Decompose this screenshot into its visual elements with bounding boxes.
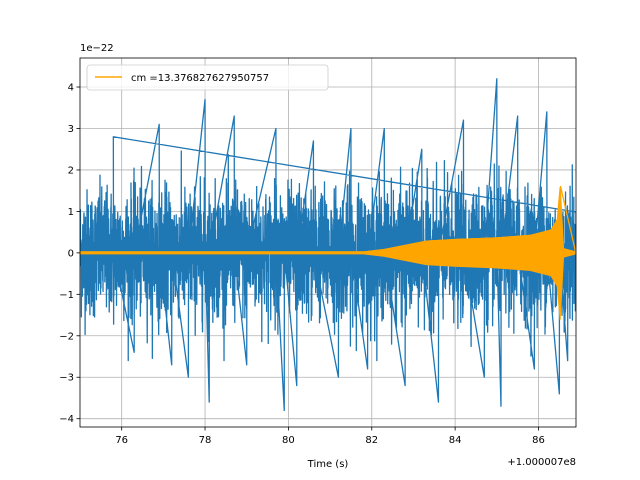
x-tick-label: 84 [449, 435, 462, 446]
x-axis-label: Time (s) [307, 459, 349, 470]
y-tick-label: 0 [68, 248, 74, 259]
series-noise-line [80, 78, 576, 412]
x-tick-label: 82 [365, 435, 378, 446]
series-cm-line [80, 185, 576, 320]
x-tick-label: 76 [115, 435, 128, 446]
y-scale-label: 1e−22 [80, 43, 114, 54]
y-tick-label: −3 [59, 373, 74, 384]
y-tick-label: 1 [68, 207, 74, 218]
y-tick-label: −1 [59, 290, 74, 301]
y-axis-ticks: −4 −3 −2 −1 0 1 2 3 4 [59, 83, 80, 425]
y-tick-label: 3 [68, 124, 74, 135]
y-tick-label: −2 [59, 331, 74, 342]
y-tick-label: −4 [59, 414, 74, 425]
x-tick-label: 78 [199, 435, 212, 446]
legend-label-cm: cm =13.376827627950757 [131, 73, 269, 84]
x-tick-label: 86 [532, 435, 545, 446]
x-axis-ticks: 76 78 80 82 84 86 [115, 427, 545, 446]
x-tick-label: 80 [282, 435, 295, 446]
legend-box [86, 64, 329, 91]
series-layer [80, 78, 576, 412]
x-offset-label: +1.000007e8 [507, 457, 576, 468]
y-tick-label: 4 [68, 83, 74, 94]
plot-frame [79, 57, 577, 428]
y-tick-label: 2 [68, 165, 74, 176]
legend: cm =13.376827627950757 [86, 64, 329, 91]
